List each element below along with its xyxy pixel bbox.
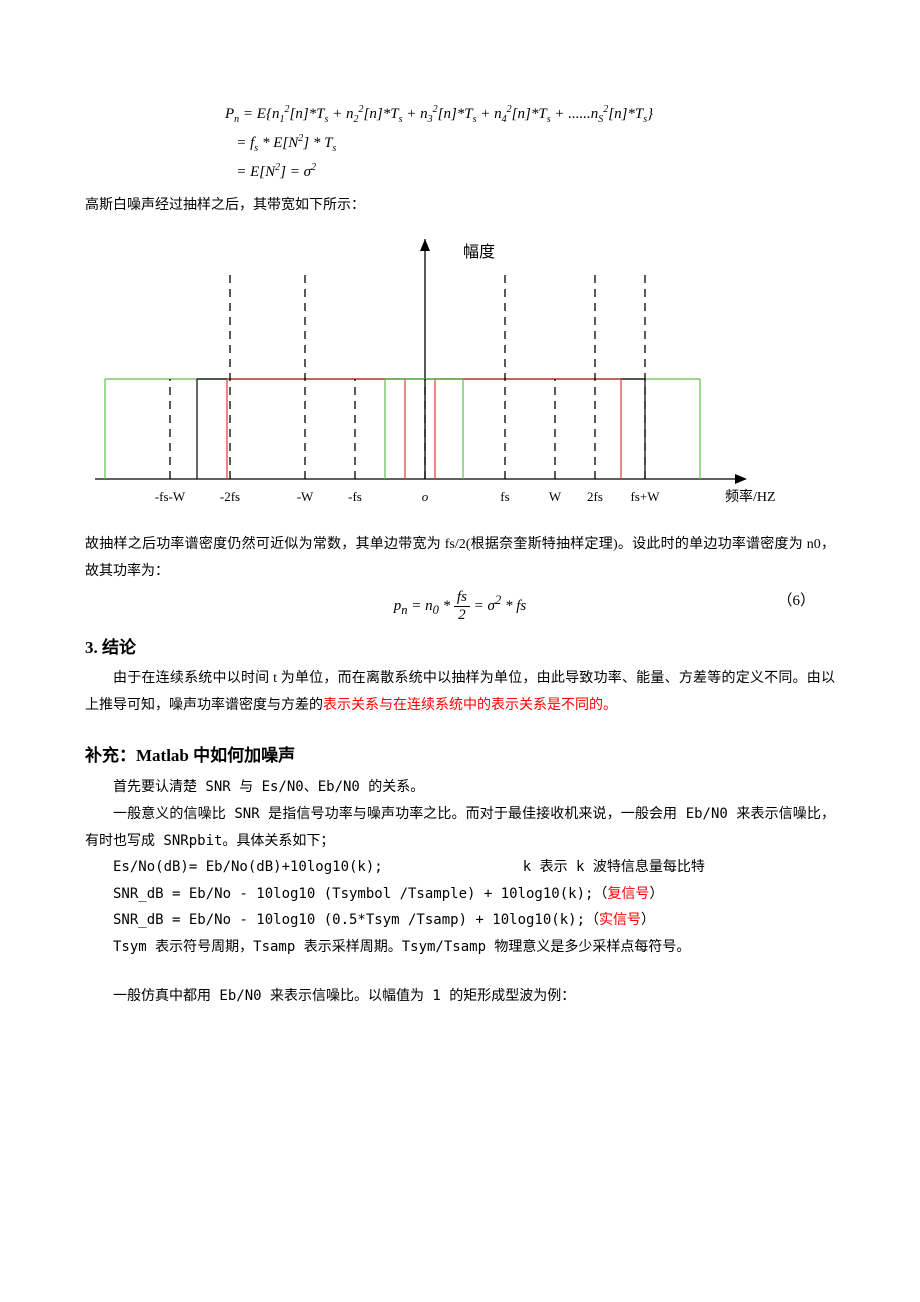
paragraph-pre-figure: 高斯白噪声经过抽样之后，其带宽如下所示： — [85, 193, 835, 220]
svg-text:-fs-W: -fs-W — [155, 489, 186, 504]
svg-text:fs: fs — [500, 489, 509, 504]
supp-line-3: Es/No(dB)= Eb/No(dB)+10log10(k); k 表示 k 波… — [85, 854, 835, 881]
s5a-text: SNR_dB = Eb/No - 10log10 (0.5*Tsym /Tsam… — [113, 912, 599, 928]
s5c-text: ） — [641, 912, 655, 928]
svg-text:-fs: -fs — [348, 489, 362, 504]
eq6-frac-den: 2 — [454, 607, 470, 624]
supp-line-2: 一般意义的信噪比 SNR 是指信号功率与噪声功率之比。而对于最佳接收机来说，一般… — [85, 801, 835, 854]
sec3-text-red: 表示关系与在连续系统中的表示关系是不同的。 — [323, 698, 617, 713]
s3b-text: k 表示 k 波特信息量每比特 — [523, 859, 705, 875]
supp-line-5: SNR_dB = Eb/No - 10log10 (0.5*Tsym /Tsam… — [85, 907, 835, 934]
svg-text:fs+W: fs+W — [631, 489, 661, 504]
math-equation-block: Pn = E{n12[n]*Ts + n22[n]*Ts + n32[n]*Ts… — [225, 100, 835, 187]
s4c-text: ） — [649, 886, 663, 902]
supp-line-1: 首先要认清楚 SNR 与 Es/N0、Eb/N0 的关系。 — [85, 774, 835, 801]
supplement-heading: 补充：Matlab 中如何加噪声 — [85, 741, 835, 766]
eq6-frac-num: fs — [454, 589, 470, 607]
spectrum-svg: 幅度 -fs-W -2fs -W -fs o fs W 2fs fs+W 频率/HZ — [85, 229, 805, 519]
section-3-paragraph: 由于在连续系统中以时间 t 为单位，而在离散系统中以抽样为单位，由此导致功率、能… — [85, 666, 835, 719]
spectrum-figure: 幅度 -fs-W -2fs -W -fs o fs W 2fs fs+W 频率/HZ — [85, 229, 835, 524]
supp-line-7: 一般仿真中都用 Eb/N0 来表示信噪比。以幅值为 1 的矩形成型波为例： — [85, 983, 835, 1010]
supp-line-6: Tsym 表示符号周期，Tsamp 表示采样周期。Tsym/Tsamp 物理意义… — [85, 934, 835, 961]
svg-text:o: o — [422, 489, 429, 504]
s3a-text: Es/No(dB)= Eb/No(dB)+10log10(k); — [113, 859, 383, 875]
svg-text:W: W — [549, 489, 562, 504]
s5r-text: 实信号 — [599, 912, 641, 928]
document-page: Pn = E{n12[n]*Ts + n22[n]*Ts + n32[n]*Ts… — [0, 0, 920, 1049]
svg-text:-W: -W — [297, 489, 314, 504]
svg-text:-2fs: -2fs — [220, 489, 240, 504]
svg-text:2fs: 2fs — [587, 489, 603, 504]
equation-6: pn = n0 * fs2 = σ2 * fs （6） — [85, 589, 835, 623]
s4a-text: SNR_dB = Eb/No - 10log10 (Tsymbol /Tsamp… — [113, 886, 607, 902]
paragraph-post-figure: 故抽样之后功率谱密度仍然可近似为常数，其单边带宽为 fs/2(根据奈奎斯特抽样定… — [85, 532, 835, 585]
supp-line-4: SNR_dB = Eb/No - 10log10 (Tsymbol /Tsamp… — [85, 881, 835, 908]
svg-text:幅度: 幅度 — [463, 243, 495, 261]
s4r-text: 复信号 — [607, 886, 649, 902]
section-3-heading: 3. 结论 — [85, 633, 835, 658]
svg-text:频率/HZ: 频率/HZ — [725, 488, 776, 505]
equation-number: （6） — [777, 589, 815, 610]
